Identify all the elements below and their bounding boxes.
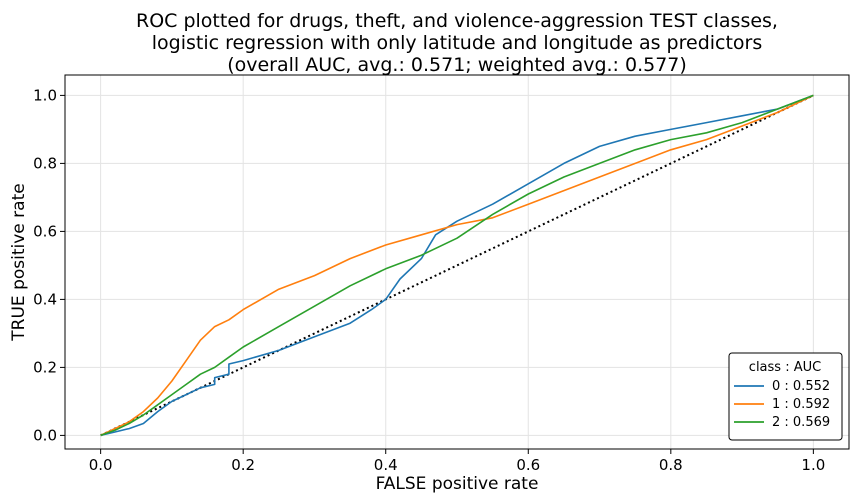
legend-label-0: 0 : 0.552 [772, 379, 830, 394]
chart-title-line-1: ROC plotted for drugs, theft, and violen… [136, 10, 778, 32]
y-tick-label: 0.6 [33, 222, 57, 240]
x-tick-label: 0.8 [659, 456, 683, 474]
legend-title: class : AUC [749, 360, 821, 375]
x-tick-label: 0.4 [374, 456, 398, 474]
y-axis-label: TRUE positive rate [9, 183, 29, 341]
y-tick-label: 0.0 [33, 426, 57, 444]
y-tick-label: 1.0 [33, 86, 57, 104]
roc-line-class-1 [100, 94, 814, 437]
roc-line-class-0 [100, 94, 814, 437]
y-tick-label: 0.8 [33, 154, 57, 172]
roc-line-class-2 [100, 94, 814, 437]
legend-label-1: 1 : 0.592 [772, 397, 830, 412]
reference-diagonal [100, 94, 814, 437]
x-tick-label: 0.0 [89, 456, 113, 474]
chart-title: ROC plotted for drugs, theft, and violen… [136, 10, 778, 76]
x-axis-label: FALSE positive rate [376, 474, 539, 494]
plot-frame [64, 74, 850, 450]
legend-entries: 0 : 0.552 1 : 0.592 2 : 0.569 [734, 379, 830, 430]
legend-label-2: 2 : 0.569 [772, 415, 830, 430]
x-tick-label: 0.2 [231, 456, 255, 474]
grid [65, 75, 849, 449]
series-lines [100, 94, 814, 437]
x-tick-label: 1.0 [801, 456, 825, 474]
x-tick-label: 0.6 [516, 456, 540, 474]
chart-title-line-2: logistic regression with only latitude a… [152, 32, 763, 54]
legend: class : AUC 0 : 0.552 1 : 0.592 2 : 0.569 [728, 352, 843, 441]
reference-diagonal-line [100, 94, 814, 437]
y-tick-label: 0.4 [33, 290, 57, 308]
legend-box [728, 352, 843, 441]
x-axis-ticks: 0.0 0.2 0.4 0.6 0.8 1.0 [89, 449, 825, 474]
y-tick-label: 0.2 [33, 358, 57, 376]
chart-title-line-3: (overall AUC, avg.: 0.571; weighted avg.… [227, 54, 687, 76]
y-axis-ticks: 0.0 0.2 0.4 0.6 0.8 1.0 [33, 86, 65, 444]
